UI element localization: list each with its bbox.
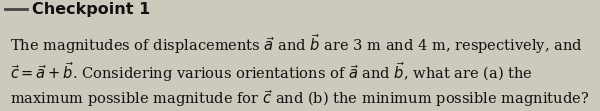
- Text: The magnitudes of displacements $\vec{a}$ and $\vec{b}$ are 3 m and 4 m, respect: The magnitudes of displacements $\vec{a}…: [10, 32, 583, 56]
- Text: maximum possible magnitude for $\vec{c}$ and (b) the minimum possible magnitude?: maximum possible magnitude for $\vec{c}$…: [10, 88, 589, 109]
- Text: Checkpoint 1: Checkpoint 1: [32, 2, 150, 17]
- Text: $\vec{c} = \vec{a} + \vec{b}$. Considering various orientations of $\vec{a}$ and: $\vec{c} = \vec{a} + \vec{b}$. Consideri…: [10, 60, 533, 84]
